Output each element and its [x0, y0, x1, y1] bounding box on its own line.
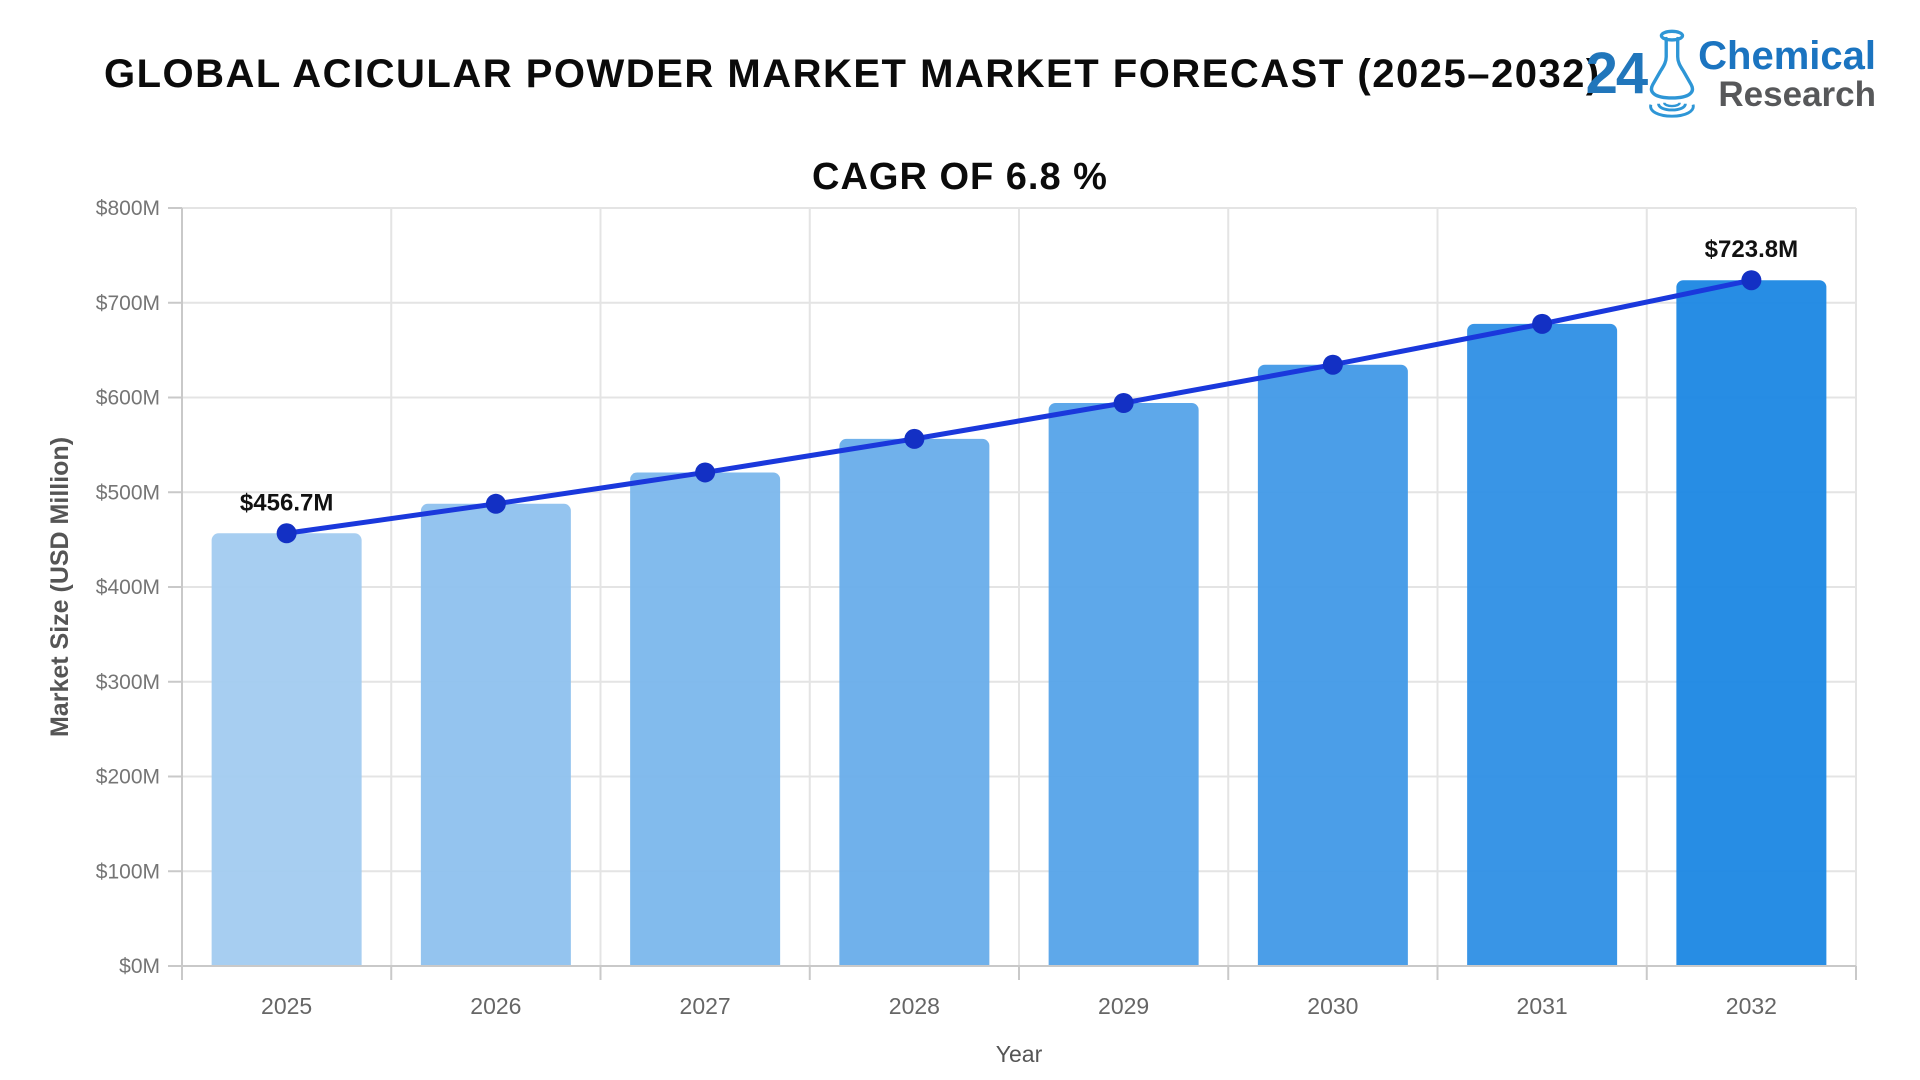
bar-2029	[1048, 402, 1199, 966]
logo-number: 24	[1585, 41, 1648, 106]
x-tick-label: 2031	[1517, 993, 1568, 1019]
bars-group	[211, 280, 1827, 966]
y-tick-label: $200M	[96, 766, 160, 789]
brand-logo: 24 Chemical Research	[1586, 28, 1876, 120]
marker-2026	[485, 493, 506, 514]
marker-2029	[1113, 392, 1134, 413]
marker-2030	[1322, 354, 1343, 375]
bar-2028	[839, 438, 990, 966]
x-tick-label: 2029	[1098, 993, 1149, 1019]
bar-2032	[1676, 280, 1827, 966]
x-tick-label: 2030	[1307, 993, 1358, 1019]
x-tick-label: 2026	[470, 993, 521, 1019]
marker-2028	[904, 428, 925, 449]
marker-2027	[695, 462, 716, 483]
x-tick-label: 2032	[1726, 993, 1777, 1019]
flask-icon	[1649, 29, 1695, 118]
x-tick-label: 2028	[889, 993, 940, 1019]
page-title: GLOBAL ACICULAR POWDER MARKET MARKET FOR…	[104, 52, 1601, 96]
bar-2025	[211, 533, 362, 966]
bar-2026	[420, 503, 571, 966]
y-tick-label: $600M	[96, 387, 160, 410]
value-annotation: $456.7M	[240, 489, 333, 516]
cagr-subtitle: CAGR OF 6.8 %	[812, 156, 1108, 198]
bar-2030	[1257, 364, 1408, 966]
bar-2027	[630, 472, 781, 966]
marker-2025	[276, 523, 297, 544]
y-tick-label: $100M	[96, 860, 160, 883]
value-annotation: $723.8M	[1705, 236, 1798, 263]
bar-2031	[1467, 323, 1618, 966]
y-tick-label: $400M	[96, 576, 160, 599]
marker-2031	[1532, 313, 1553, 334]
y-tick-label: $500M	[96, 481, 160, 504]
y-tick-label: $0M	[119, 955, 160, 978]
y-tick-label: $700M	[96, 292, 160, 315]
logo-word-chemical: Chemical	[1698, 33, 1876, 78]
y-tick-label: $300M	[96, 671, 160, 694]
x-tick-label: 2025	[261, 993, 312, 1019]
y-axis-title: Market Size (USD Million)	[46, 437, 74, 737]
x-axis-title: Year	[996, 1041, 1043, 1067]
trend-line	[284, 277, 1754, 536]
x-tick-label: 2027	[680, 993, 731, 1019]
marker-2032	[1741, 270, 1762, 291]
y-tick-label: $800M	[96, 197, 160, 220]
logo-word-research: Research	[1718, 74, 1876, 114]
